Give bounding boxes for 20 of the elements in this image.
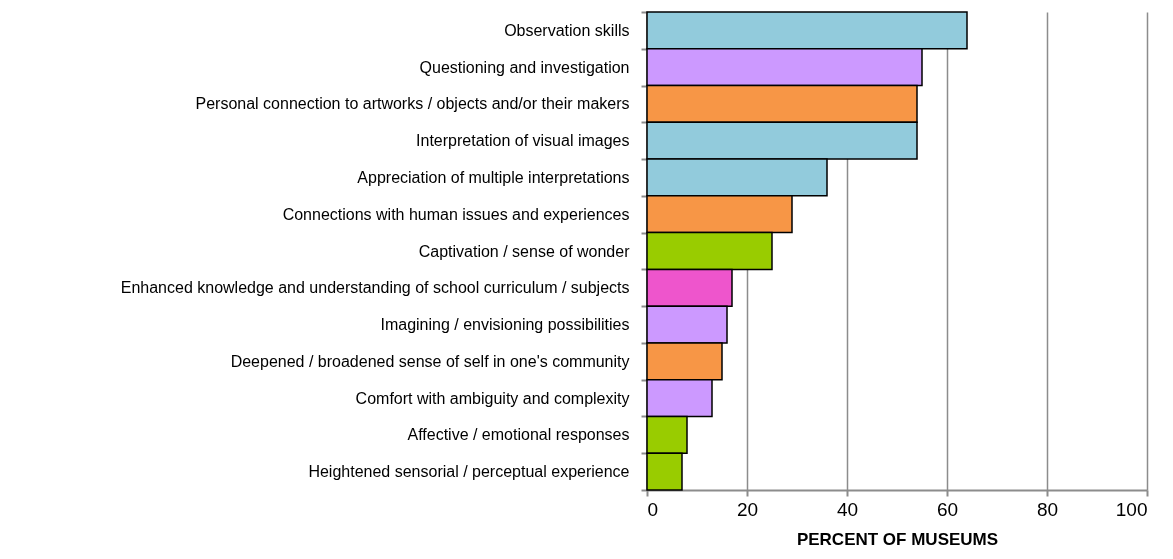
y-tick-label: Appreciation of multiple interpretations: [357, 168, 630, 186]
y-tick-label: Personal connection to artworks / objects and/or their makers: [195, 95, 630, 113]
y-tick-label: Deepened / broadened sense of self in one's community: [230, 352, 630, 370]
x-tick-label: 20: [736, 498, 759, 520]
x-tick-label: 100: [1115, 498, 1148, 520]
y-tick-label: Captivation / sense of wonder: [418, 242, 631, 260]
x-axis-title: PERCENT OF MUSEUMS: [796, 529, 999, 549]
y-tick-label: Observation skills: [504, 21, 630, 39]
x-tick-label: 40: [836, 498, 859, 520]
y-tick-label: Connections with human issues and experiences: [282, 205, 630, 223]
y-tick-label: Imagining / envisioning possibilities: [380, 316, 630, 334]
y-tick-label: Interpretation of visual images: [416, 132, 630, 150]
y-tick-label: Affective / emotional responses: [407, 426, 630, 444]
x-tick-label: 80: [1036, 498, 1059, 520]
y-tick-label: Heightened sensorial / perceptual experience: [308, 463, 630, 481]
y-tick-label: Enhanced knowledge and understanding of school curriculum / subjects: [120, 279, 630, 297]
y-tick-label: Comfort with ambiguity and complexity: [355, 389, 630, 407]
x-tick-label: 60: [936, 498, 959, 520]
y-tick-label: Questioning and investigation: [419, 58, 630, 76]
x-tick-label: 0: [647, 498, 659, 520]
